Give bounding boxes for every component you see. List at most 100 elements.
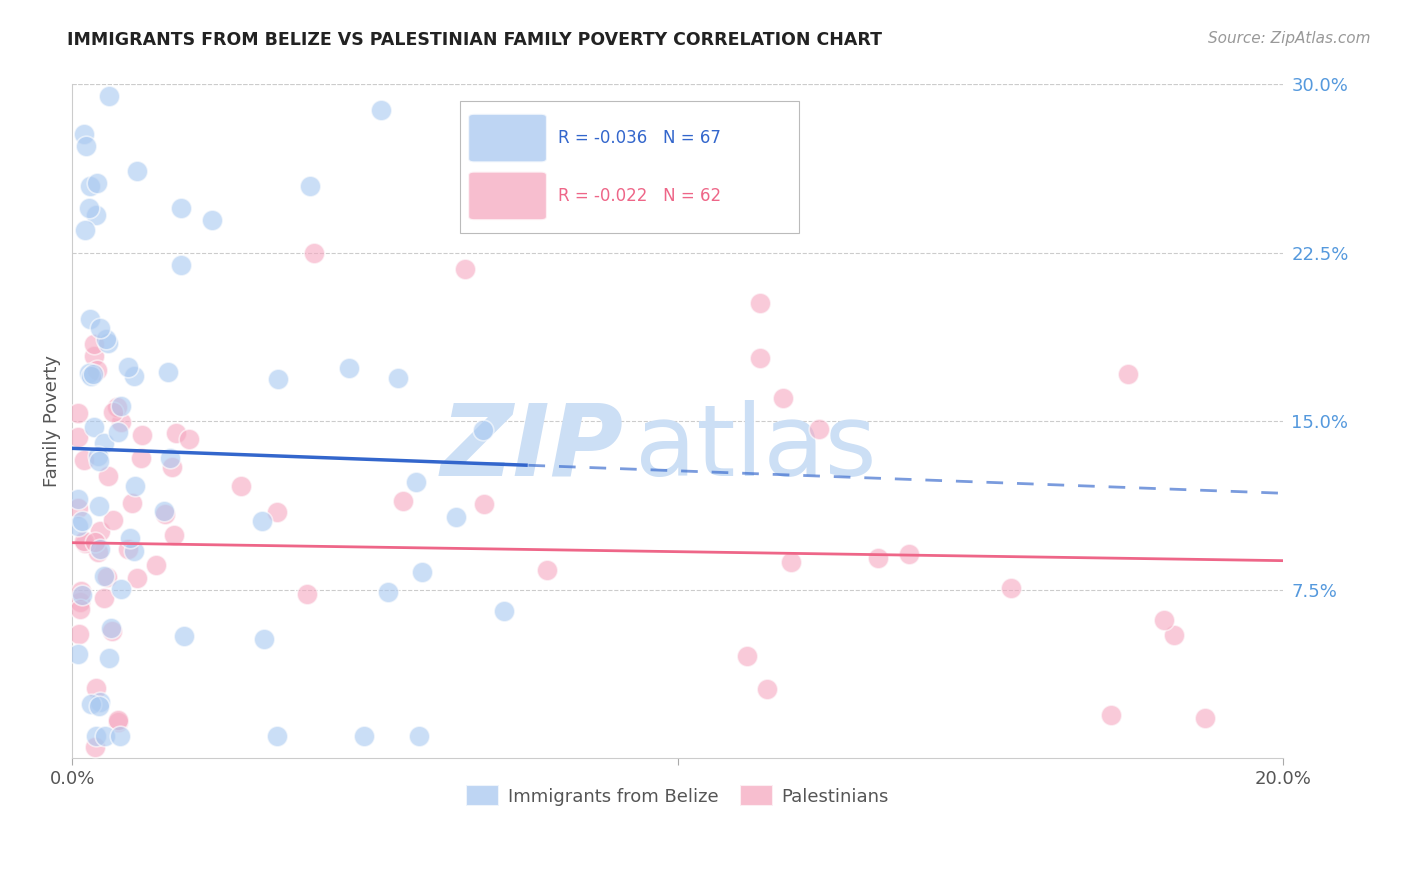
Point (97, 651, 120, 665)
Point (89, 321, 111, 335)
Point (295, 587, 318, 601)
Point (101, 405, 124, 419)
Point (70, 515, 93, 529)
Point (1099, 708, 1122, 723)
Text: R = -0.022   N = 62: R = -0.022 N = 62 (558, 187, 721, 205)
Point (83, 349, 105, 363)
Point (153, 504, 176, 518)
Point (86, 363, 108, 377)
Point (73, 223, 96, 237)
Point (79, 311, 101, 326)
Point (100, 624, 122, 638)
Point (1194, 710, 1216, 724)
Point (124, 478, 146, 492)
Point (87, 453, 110, 467)
Point (110, 399, 132, 413)
Point (266, 505, 288, 519)
Point (749, 296, 772, 310)
Point (392, 493, 415, 508)
Text: IMMIGRANTS FROM BELIZE VS PALESTINIAN FAMILY POVERTY CORRELATION CHART: IMMIGRANTS FROM BELIZE VS PALESTINIAN FA… (67, 31, 883, 49)
Point (69, 594, 91, 608)
Point (80, 697, 103, 711)
Point (387, 370, 409, 384)
Point (89, 695, 111, 709)
Point (122, 543, 145, 558)
Point (75, 138, 97, 153)
Point (94, 332, 117, 346)
Point (108, 729, 131, 743)
Point (370, 103, 392, 117)
FancyBboxPatch shape (468, 171, 547, 220)
Point (735, 648, 758, 663)
FancyBboxPatch shape (460, 102, 799, 233)
Point (83, 420, 105, 434)
Point (157, 365, 180, 379)
Point (411, 565, 433, 579)
Point (405, 475, 427, 489)
Point (454, 262, 477, 277)
Point (73, 536, 96, 550)
Point (121, 496, 143, 510)
Point (86, 176, 108, 190)
Point (866, 550, 889, 565)
Point (93, 591, 115, 605)
Point (250, 514, 273, 528)
Point (107, 425, 129, 439)
Point (177, 432, 200, 446)
Point (898, 547, 921, 561)
Point (100, 621, 122, 635)
Point (107, 713, 129, 727)
Point (408, 729, 430, 743)
Point (808, 422, 831, 436)
Point (173, 629, 195, 643)
Point (93, 569, 115, 583)
Point (67, 406, 90, 420)
Point (153, 507, 176, 521)
Point (117, 360, 139, 375)
Point (97, 469, 120, 483)
Text: atlas: atlas (636, 400, 877, 497)
Point (125, 571, 148, 585)
Point (1163, 628, 1185, 642)
Point (110, 582, 132, 597)
Point (231, 479, 253, 493)
Point (87, 449, 110, 463)
Point (93, 435, 115, 450)
Point (1000, 581, 1022, 595)
Text: ZIP: ZIP (440, 400, 623, 497)
Point (73, 453, 96, 467)
Point (145, 558, 167, 572)
Point (536, 564, 558, 578)
Point (98, 88, 121, 103)
Point (70, 584, 93, 599)
Point (1153, 613, 1175, 627)
Text: Source: ZipAtlas.com: Source: ZipAtlas.com (1208, 31, 1371, 46)
Point (160, 460, 183, 475)
Point (87, 545, 110, 559)
Point (83, 336, 105, 351)
Y-axis label: Family Poverty: Family Poverty (44, 355, 60, 487)
Point (96, 570, 118, 584)
Point (472, 423, 495, 437)
Point (131, 428, 153, 442)
Point (67, 430, 90, 444)
Legend: Immigrants from Belize, Palestinians: Immigrants from Belize, Palestinians (460, 778, 896, 814)
Point (80, 369, 103, 384)
Point (67, 519, 90, 533)
Point (1116, 368, 1139, 382)
Point (79, 178, 101, 193)
Point (84, 535, 107, 549)
Point (87, 699, 110, 714)
Point (159, 450, 181, 465)
Point (780, 555, 803, 569)
Point (201, 212, 224, 227)
Point (82, 368, 104, 382)
Point (77, 202, 100, 216)
Point (77, 366, 100, 380)
Point (170, 201, 193, 215)
Point (67, 500, 90, 515)
Point (89, 524, 111, 539)
Point (748, 351, 770, 365)
Point (353, 729, 375, 743)
Point (252, 632, 274, 647)
